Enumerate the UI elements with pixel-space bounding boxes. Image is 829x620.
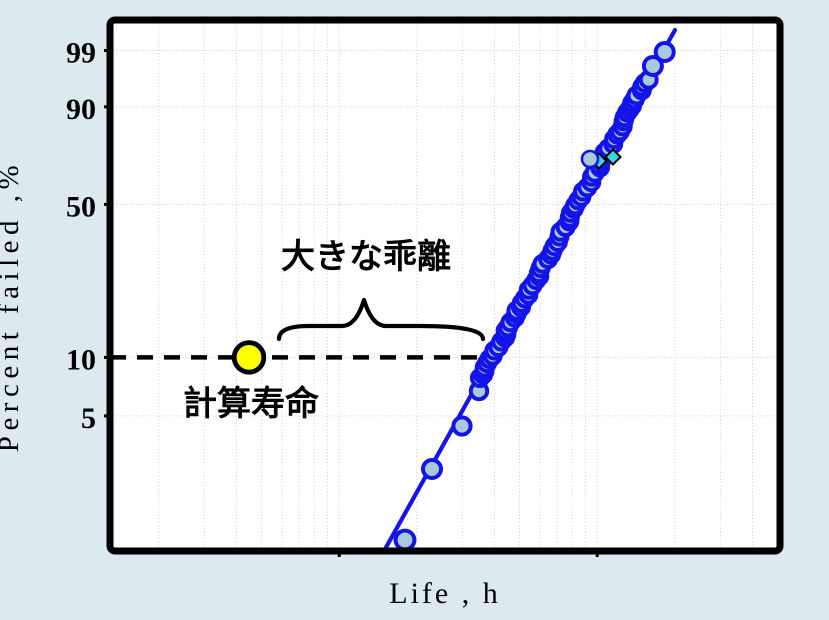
svg-text:10: 10 <box>66 343 96 376</box>
svg-text:Life , h: Life , h <box>389 577 500 610</box>
svg-text:99: 99 <box>66 37 96 70</box>
svg-text:50: 50 <box>66 190 96 223</box>
svg-text:5: 5 <box>81 402 96 435</box>
svg-text:計算寿命: 計算寿命 <box>183 384 319 423</box>
svg-text:90: 90 <box>66 93 96 126</box>
svg-text:大きな乖離: 大きな乖離 <box>281 238 451 276</box>
svg-text:Percent failed ,%: Percent failed ,% <box>0 160 25 452</box>
